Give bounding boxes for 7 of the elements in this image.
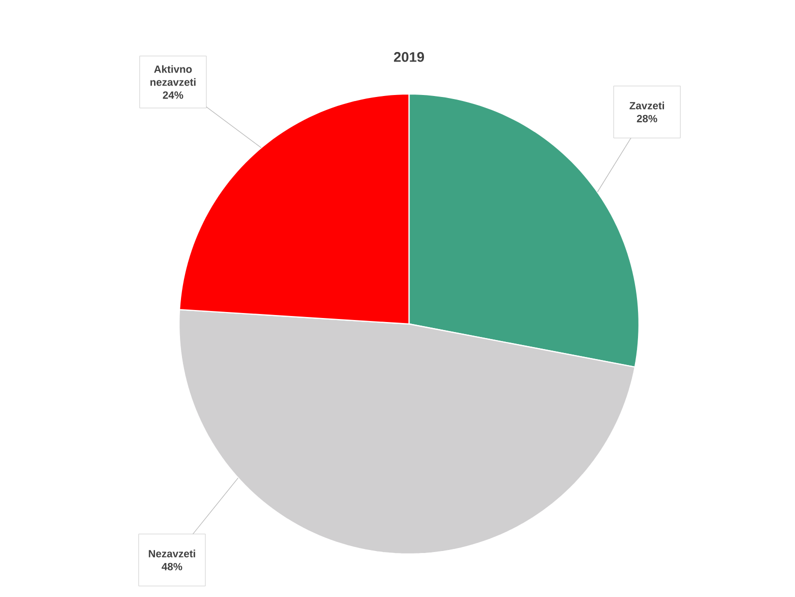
- slice-label: Aktivno nezavzeti: [150, 65, 196, 86]
- slice-label: Nezavzeti: [148, 550, 196, 558]
- chart-title: 2019: [394, 52, 424, 62]
- data-label: 48%: [162, 562, 182, 570]
- data-label: 28%: [636, 114, 658, 122]
- slice-label: Zavzeti: [630, 102, 664, 110]
- data-label: 24%: [162, 91, 184, 99]
